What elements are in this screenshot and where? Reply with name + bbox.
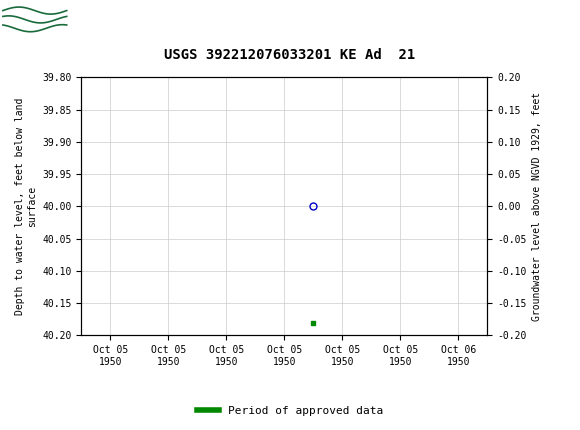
- Text: USGS: USGS: [78, 9, 133, 27]
- Y-axis label: Depth to water level, feet below land
surface: Depth to water level, feet below land su…: [15, 98, 37, 315]
- Legend: Period of approved data: Period of approved data: [193, 401, 387, 420]
- Bar: [0, 0, 70, 35]
- Y-axis label: Groundwater level above NGVD 1929, feet: Groundwater level above NGVD 1929, feet: [532, 92, 542, 321]
- Text: USGS 392212076033201 KE Ad  21: USGS 392212076033201 KE Ad 21: [164, 48, 416, 62]
